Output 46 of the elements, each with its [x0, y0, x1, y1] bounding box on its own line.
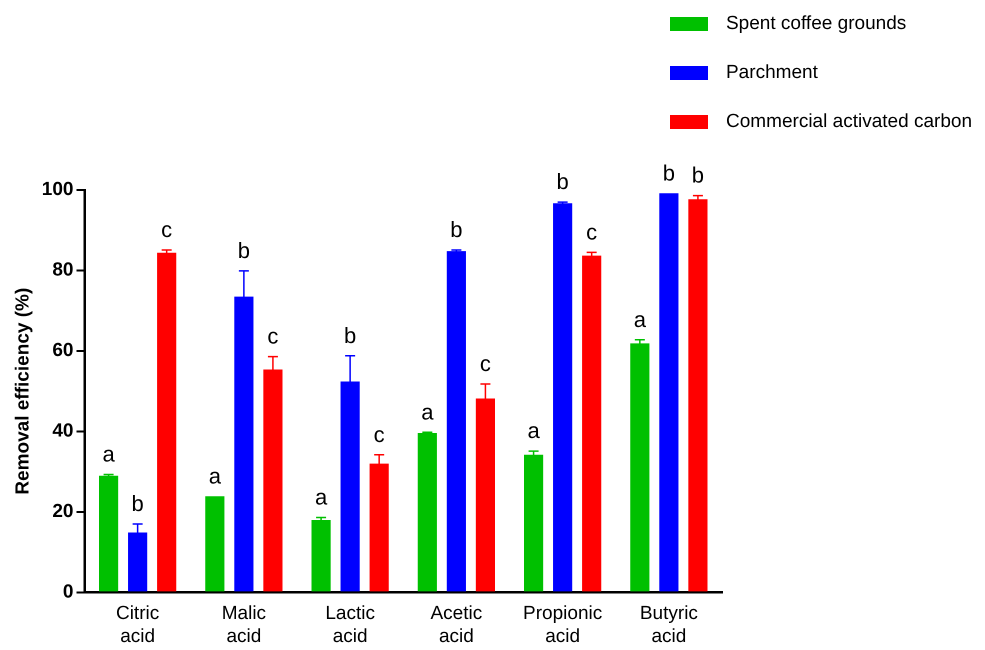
y-axis-title: Removal efficiency (%)	[12, 288, 34, 495]
data-label: b	[132, 491, 144, 516]
data-label: b	[238, 238, 250, 263]
bar	[582, 256, 602, 592]
y-tick-label: 60	[52, 340, 74, 362]
y-tick-label: 0	[62, 582, 74, 603]
x-tick-label: Acetic acid	[430, 603, 482, 647]
bar	[553, 203, 572, 592]
legend-label: Commercial activated carbon	[726, 111, 972, 132]
bar	[524, 454, 544, 592]
legend-label: Parchment	[726, 62, 819, 84]
y-tick-label: 80	[52, 260, 74, 281]
bar	[99, 476, 118, 592]
bar	[312, 520, 331, 592]
x-tick-label: Citric acid	[116, 603, 160, 647]
y-tick-label: 20	[52, 501, 74, 522]
data-label: a	[634, 306, 647, 332]
y-tick-label: 100	[42, 179, 74, 200]
data-label: b	[450, 217, 462, 242]
data-label: b	[662, 160, 675, 186]
bar	[446, 251, 466, 592]
bar	[205, 496, 224, 592]
data-label: c	[480, 351, 491, 376]
legend-label: Spent coffee grounds	[726, 13, 906, 34]
data-label: a	[421, 399, 434, 424]
data-label: c	[586, 219, 598, 244]
data-label: a	[527, 418, 540, 444]
data-label: a	[102, 442, 116, 467]
x-tick-label: Malic acid	[222, 603, 266, 647]
data-label: a	[314, 484, 328, 510]
data-label: b	[556, 169, 569, 194]
data-label: c	[161, 217, 172, 242]
x-tick-label: Butyric acid	[640, 603, 698, 647]
data-label: b	[344, 322, 356, 348]
bar	[157, 252, 176, 592]
bar	[418, 433, 437, 592]
y-tick-label: 40	[52, 420, 74, 442]
x-tick-label: Lactic acid	[325, 603, 375, 647]
data-label: b	[692, 162, 704, 188]
bar	[659, 193, 678, 592]
data-label: c	[267, 324, 278, 349]
x-tick-label: Propionic acid	[523, 603, 602, 647]
bar	[630, 343, 650, 592]
data-label: a	[208, 463, 222, 488]
bar	[688, 199, 708, 592]
data-label: c	[374, 422, 385, 447]
